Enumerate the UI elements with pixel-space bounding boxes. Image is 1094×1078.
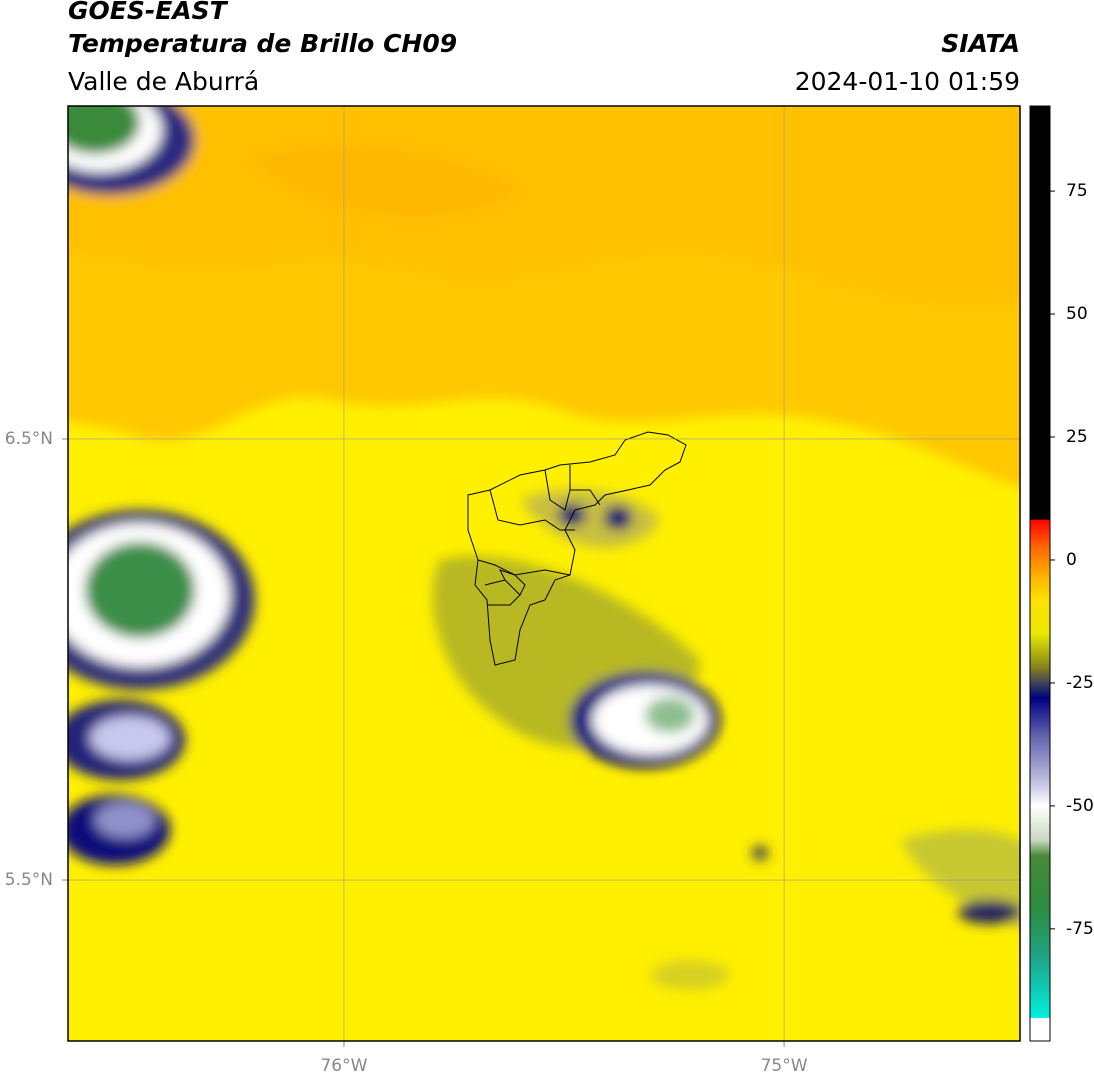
colorbar-segment [1030,953,1050,1018]
satellite-title: GOES-EAST [68,0,229,25]
x-tick-label: 76°W [320,1056,367,1076]
colorbar-segment [1030,781,1050,807]
y-tick-label: 5.5°N [5,870,53,890]
colorbar-tick-label: -50 [1066,796,1094,816]
source-label: SIATA [941,29,1020,58]
colorbar-tick-label: 75 [1066,181,1088,201]
colorbar-segment [1030,599,1050,635]
colorbar-segment [1030,732,1050,782]
colorbar-segment [1030,840,1050,856]
y-tick-label: 6.5°N [5,429,53,449]
colorbar-segment [1030,106,1050,520]
colorbar-segment [1030,682,1050,699]
colorbar-segment [1030,633,1050,669]
x-tick-label: 75°W [761,1056,808,1076]
colorbar-segment [1030,904,1050,954]
colorbar-segment [1030,668,1050,684]
datetime-label: 2024-01-10 01:59 [795,67,1020,96]
colorbar-segment [1030,697,1050,733]
colorbar-segment [1030,574,1050,600]
colorbar: -75 -50 -25 0 25 50 75 [1030,106,1094,1042]
field-shapes [68,106,1020,990]
map-field [68,106,1020,1041]
colorbar-segment [1030,519,1050,546]
colorbar-segment [1030,855,1050,905]
municipality-borders [467,431,687,666]
colorbar-tick-label: 50 [1066,304,1088,324]
colorbar-tick-label: -25 [1066,673,1094,693]
colorbar-segment [1030,805,1050,841]
colorbar-tick-label: 25 [1066,427,1088,447]
colorbar-segment [1030,545,1050,576]
region-label: Valle de Aburrá [68,67,259,96]
graticule: 76°W 75°W 5.5°N 6.5°N [5,106,1020,1076]
product-title: Temperatura de Brillo CH09 [68,29,457,58]
map-frame [67,105,1021,1042]
colorbar-segment [1030,1017,1050,1042]
colorbar-tick-label: -75 [1066,919,1094,939]
colorbar-frame [1029,105,1051,1042]
colorbar-tick-label: 0 [1066,550,1077,570]
